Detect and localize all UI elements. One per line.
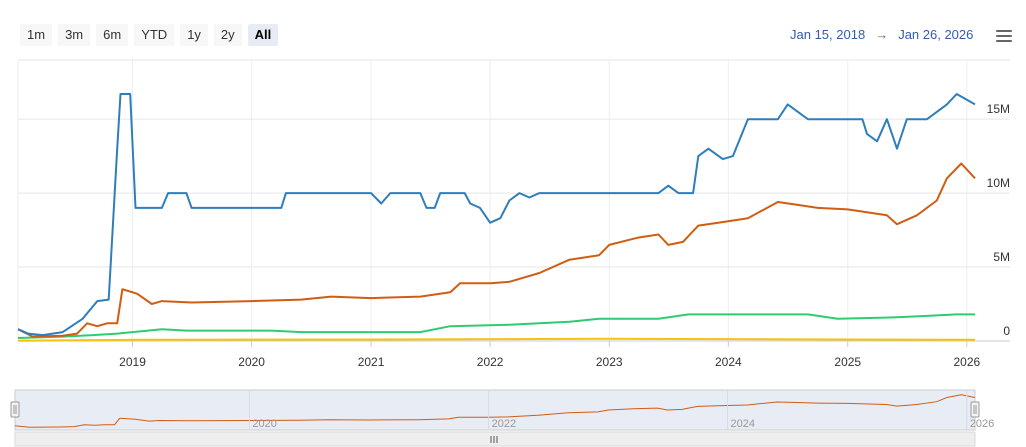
- date-range-to[interactable]: Jan 26, 2026: [898, 27, 974, 42]
- date-range-arrow: →: [875, 27, 889, 42]
- y-tick-label: 5M: [993, 250, 1010, 264]
- y-tick-label: 15M: [987, 102, 1010, 116]
- range-6m-button[interactable]: 6m: [96, 24, 129, 46]
- range-selector: 1m 3m 6m YTD 1y 2y All: [20, 24, 279, 46]
- date-range-from[interactable]: Jan 15, 2018: [790, 27, 866, 42]
- x-tick-label: 2020: [238, 355, 265, 369]
- navigator-tick-label: 2024: [731, 418, 755, 430]
- date-range-display: Jan 15, 2018 → Jan 26, 2026: [790, 27, 973, 42]
- grid-lines: [17, 59, 1010, 347]
- series-line-0[interactable]: [17, 93, 976, 337]
- navigator-right-handle[interactable]: [970, 401, 980, 418]
- series-lines: [17, 93, 976, 342]
- hamburger-menu-icon[interactable]: [996, 30, 1012, 44]
- y-axis-labels: 0 5M 10M 15M: [987, 102, 1011, 338]
- x-tick-label: 2021: [358, 355, 385, 369]
- series-line-2[interactable]: [17, 313, 975, 339]
- navigator-left-handle[interactable]: [10, 401, 20, 418]
- scrollbar-track[interactable]: [14, 431, 976, 447]
- y-tick-label: 10M: [987, 176, 1010, 190]
- x-tick-label: 2019: [119, 355, 146, 369]
- x-tick-label: 2025: [834, 355, 861, 369]
- x-tick-label: 2023: [596, 355, 623, 369]
- range-ytd-button[interactable]: YTD: [134, 24, 175, 46]
- x-tick-label: 2026: [953, 355, 980, 369]
- x-tick-label: 2024: [715, 355, 742, 369]
- y-tick-label: 0: [1003, 324, 1010, 338]
- navigator-series: [14, 394, 976, 428]
- navigator-window[interactable]: [14, 389, 976, 431]
- navigator-tick-label: 2026: [970, 418, 994, 430]
- navigator: 2020 2022 2024 2026: [10, 389, 994, 447]
- navigator-tick-label: 2022: [492, 418, 516, 430]
- range-3m-button[interactable]: 3m: [58, 24, 91, 46]
- range-1m-button[interactable]: 1m: [20, 24, 53, 46]
- x-tick-label: 2022: [477, 355, 504, 369]
- series-line-3[interactable]: [17, 337, 976, 342]
- range-2y-button[interactable]: 2y: [213, 24, 242, 46]
- range-all-button[interactable]: All: [247, 24, 279, 46]
- series-line-1[interactable]: [17, 162, 976, 338]
- navigator-tick-label: 2020: [252, 418, 276, 430]
- range-1y-button[interactable]: 1y: [180, 24, 208, 46]
- x-axis-labels: 2019 2020 2021 2022 2023 2024 2025 2026: [119, 355, 980, 369]
